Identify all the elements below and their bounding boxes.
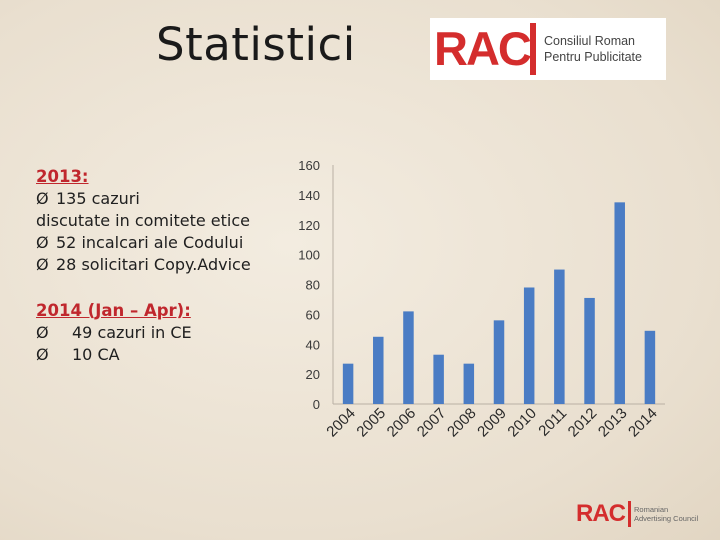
y-tick-label: 120 bbox=[298, 218, 320, 233]
logo-line-1: Consiliul Roman bbox=[544, 34, 636, 48]
item-text: 49 cazuri in CE bbox=[72, 323, 192, 342]
stats-text: 2013: Ø 135 cazuri discutate in comitete … bbox=[36, 166, 286, 366]
bar-2008 bbox=[463, 363, 475, 404]
x-tick-label: 2013 bbox=[595, 405, 631, 441]
bar-2007 bbox=[433, 354, 444, 404]
y-tick-label: 60 bbox=[306, 307, 320, 322]
footer-logo-divider bbox=[628, 501, 631, 527]
bar-2012 bbox=[584, 297, 595, 404]
y-tick-label: 100 bbox=[298, 248, 320, 263]
logo-divider bbox=[530, 23, 536, 75]
list-item-continuation: discutate in comitete etice bbox=[36, 211, 250, 230]
arrow-bullet-icon: Ø bbox=[36, 255, 49, 274]
x-tick-label: 2014 bbox=[625, 405, 661, 441]
list-item: Ø 52 incalcari ale Codului bbox=[36, 232, 286, 254]
bar-2005 bbox=[373, 336, 384, 404]
list-item: Ø 28 solicitari Copy.Advice bbox=[36, 254, 286, 276]
logo-text: Consiliul Roman Pentru Publicitate bbox=[540, 33, 642, 65]
bar-chart: 0204060801001201401602004200520062007200… bbox=[298, 158, 665, 441]
footer-line-1: Romanian bbox=[634, 505, 669, 514]
y-tick-label: 80 bbox=[306, 278, 320, 293]
arrow-bullet-icon: Ø bbox=[36, 233, 49, 252]
item-text: 52 incalcari ale Codului bbox=[56, 233, 244, 252]
list-item: Ø 10 CA bbox=[36, 344, 286, 366]
x-tick-label: 2007 bbox=[414, 405, 450, 441]
x-tick-label: 2011 bbox=[535, 405, 570, 440]
heading-2013: 2013: bbox=[36, 167, 89, 186]
footer-logo-mark: RAC bbox=[576, 500, 626, 527]
bar-2009 bbox=[493, 320, 505, 404]
heading-2014: 2014 (Jan – Apr): bbox=[36, 301, 191, 320]
x-tick-label: 2012 bbox=[565, 405, 601, 441]
item-text: 135 cazuri bbox=[56, 189, 140, 208]
x-tick-label: 2009 bbox=[474, 405, 510, 441]
bar-2006 bbox=[403, 311, 414, 404]
list-item: Ø 49 cazuri in CE bbox=[36, 322, 286, 344]
y-tick-label: 160 bbox=[298, 158, 320, 173]
arrow-bullet-icon: Ø bbox=[36, 345, 49, 364]
logo-mark: RAC bbox=[434, 22, 532, 75]
y-tick-label: 0 bbox=[313, 397, 320, 412]
bar-2011 bbox=[554, 269, 565, 404]
bar-2013 bbox=[614, 202, 625, 404]
x-tick-label: 2004 bbox=[323, 405, 359, 441]
bar-2014 bbox=[644, 330, 656, 404]
y-tick-label: 40 bbox=[306, 337, 320, 352]
x-tick-label: 2008 bbox=[444, 405, 480, 441]
y-tick-label: 20 bbox=[306, 367, 320, 382]
item-text: 10 CA bbox=[72, 345, 120, 364]
footer-line-2: Advertising Council bbox=[634, 514, 699, 523]
arrow-bullet-icon: Ø bbox=[36, 323, 49, 342]
x-tick-label: 2006 bbox=[384, 405, 420, 441]
arrow-bullet-icon: Ø bbox=[36, 189, 49, 208]
bar-2004 bbox=[342, 363, 354, 404]
bar-2010 bbox=[523, 287, 535, 404]
rac-logo: RAC Consiliul Roman Pentru Publicitate bbox=[430, 18, 666, 80]
list-item: Ø 135 cazuri bbox=[36, 188, 286, 210]
x-tick-label: 2010 bbox=[504, 405, 540, 441]
slide-title: Statistici bbox=[156, 18, 356, 71]
footer-logo-text: Romanian Advertising Council bbox=[634, 505, 698, 523]
x-tick-label: 2005 bbox=[353, 405, 389, 441]
footer-logo: RAC Romanian Advertising Council bbox=[576, 497, 706, 531]
y-tick-label: 140 bbox=[298, 188, 320, 203]
item-text: 28 solicitari Copy.Advice bbox=[56, 255, 251, 274]
logo-line-2: Pentru Publicitate bbox=[544, 50, 642, 64]
